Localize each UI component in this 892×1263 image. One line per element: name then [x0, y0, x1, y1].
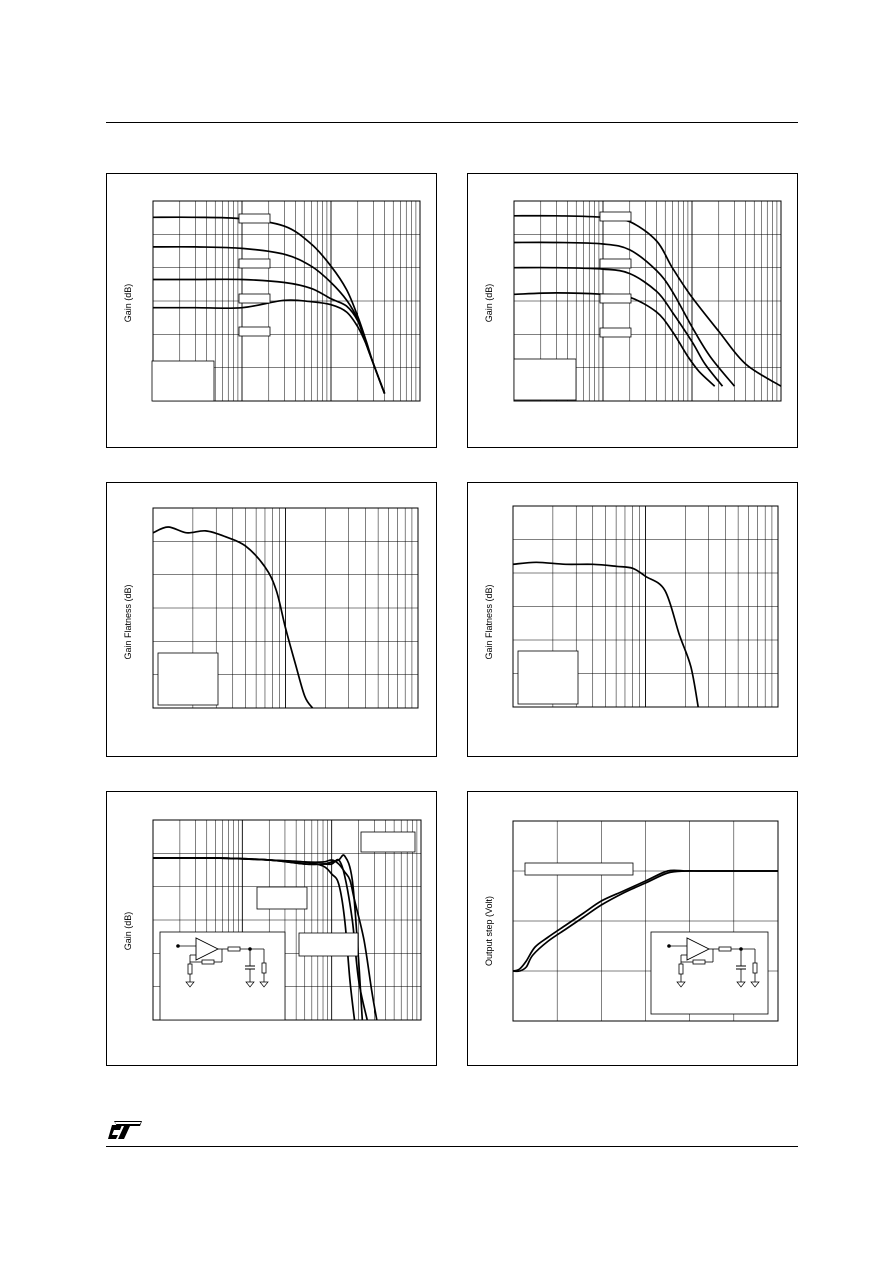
- series-line-4: [153, 299, 386, 394]
- series-label-box: [599, 327, 632, 338]
- series-line-3: [514, 266, 724, 387]
- series-label-box: [238, 258, 271, 269]
- ground-icon: [259, 981, 269, 988]
- ground-icon: [676, 981, 686, 988]
- annotation-box: [360, 831, 416, 853]
- series-label-box: [599, 258, 632, 269]
- flatness-chart-1: [152, 507, 419, 709]
- chart-panel-flatness-2: Gain Flatness (dB): [467, 482, 798, 757]
- chart-panel-gain-1: Gain (dB): [106, 173, 437, 448]
- series-line-4: [153, 857, 378, 1020]
- gain-resistor: [187, 963, 193, 975]
- series-line-1: [514, 214, 781, 387]
- annotation-box: [298, 932, 359, 957]
- series-line-2: [514, 241, 736, 387]
- flatness-chart-2: [512, 505, 779, 708]
- chart-panel-flatness-1: Gain Flatness (dB): [106, 482, 437, 757]
- opamp-symbol: [686, 937, 711, 961]
- load-resistor: [752, 962, 758, 974]
- gain-chart-2: [513, 200, 782, 402]
- ground-icon: [736, 981, 746, 988]
- header-rule: [106, 122, 798, 123]
- opamp-symbol: [195, 937, 220, 961]
- ground-icon: [185, 981, 195, 988]
- series-line-1: [513, 561, 700, 707]
- st-logo: [108, 1121, 142, 1139]
- legend-box: [517, 650, 579, 705]
- output-step-chart: [512, 820, 779, 1022]
- input-node: [176, 944, 180, 948]
- legend-box: [157, 652, 219, 706]
- series-label-box: [599, 211, 632, 222]
- series-label-box: [238, 326, 271, 337]
- feedback-resistor: [201, 959, 215, 965]
- series-line-2: [513, 870, 778, 973]
- gain-resistor: [678, 963, 684, 975]
- series-label-box: [238, 293, 271, 304]
- load-resistor: [261, 962, 267, 974]
- feedback-resistor: [692, 959, 706, 965]
- annotation-box: [256, 886, 308, 910]
- chart-panel-output-step: Output step (Volt): [467, 791, 798, 1066]
- ground-icon: [245, 981, 255, 988]
- ground-icon: [750, 981, 760, 988]
- chart-panel-gain-3: Gain (dB): [106, 791, 437, 1066]
- series-label-box: [599, 293, 632, 304]
- gain-chart-3: [152, 819, 422, 1021]
- annotation-box: [524, 862, 634, 876]
- footer-rule: [106, 1146, 798, 1147]
- chart-panel-gain-2: Gain (dB): [467, 173, 798, 448]
- series-line-4: [514, 292, 716, 387]
- series-label-box: [238, 213, 271, 224]
- series-resistor: [227, 946, 241, 952]
- legend-box: [513, 358, 577, 401]
- series-line-1: [153, 526, 314, 708]
- series-resistor: [718, 946, 732, 952]
- legend-box: [151, 360, 215, 402]
- gain-chart-1: [151, 200, 421, 402]
